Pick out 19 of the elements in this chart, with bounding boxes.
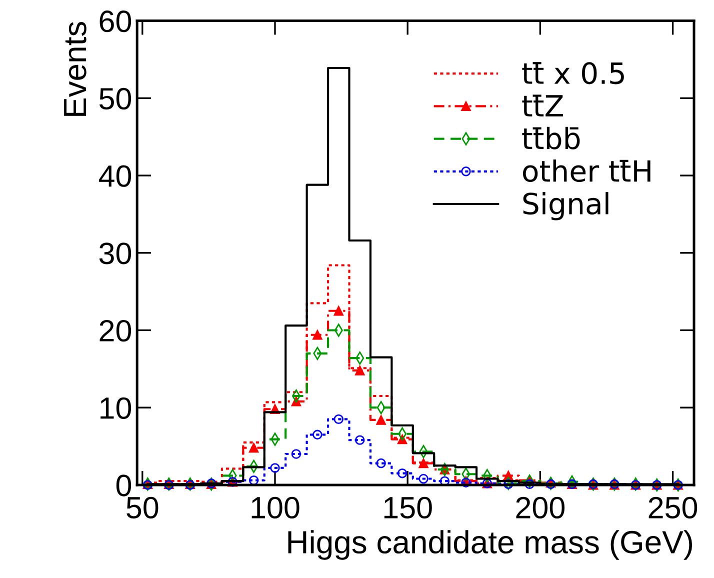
legend-label: other tt̄H <box>523 159 650 182</box>
legend-label: Signal <box>523 192 608 220</box>
legend-label: tt̄Z <box>522 94 563 116</box>
y-tick-label: 40 <box>98 165 132 187</box>
y-tick-label: 10 <box>100 397 132 419</box>
y-tick-label: 20 <box>100 320 132 342</box>
y-tick-label: 50 <box>99 88 132 110</box>
y-tick-label: 0 <box>116 474 132 496</box>
y-tick-label: 60 <box>100 10 132 32</box>
legend-label: tt̄ x 0.5 <box>522 62 624 84</box>
x-axis-title: Higgs candidate mass (GeV) <box>288 530 692 560</box>
x-tick-label: 150 <box>384 496 432 518</box>
x-tick-label: 50 <box>126 496 158 518</box>
y-tick-label: 30 <box>99 242 132 264</box>
x-tick-label: 200 <box>516 496 564 518</box>
legend-label: tt̄bb̄ <box>522 126 580 150</box>
x-tick-label: 100 <box>252 496 300 518</box>
y-axis-title: Events <box>64 22 86 116</box>
x-tick-label: 250 <box>648 496 698 518</box>
